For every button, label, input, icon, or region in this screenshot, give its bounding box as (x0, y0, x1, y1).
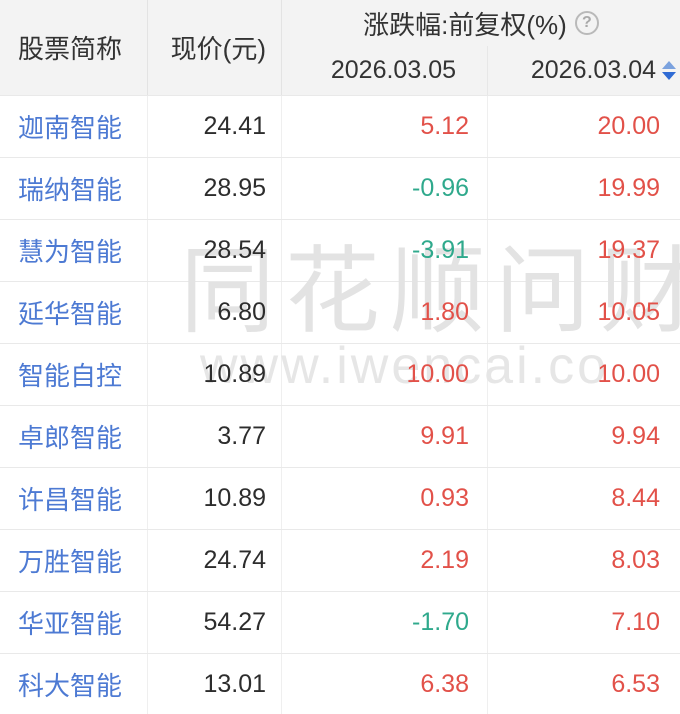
change-0305-cell: 10.00 (282, 344, 488, 405)
col-header-date-0305[interactable]: 2026.03.05 (282, 46, 488, 95)
table-row: 卓郎智能 3.77 9.91 9.94 (0, 405, 680, 467)
sort-asc-arrow-icon (662, 61, 676, 69)
change-0304-cell: 10.00 (597, 360, 660, 388)
price-cell: 24.74 (148, 530, 282, 591)
stock-name-cell[interactable]: 慧为智能 (0, 220, 148, 281)
col-header-change-group-label: 涨跌幅:前复权(%) (363, 9, 567, 40)
col-header-stock-name[interactable]: 股票简称 (0, 0, 148, 95)
table-row: 科大智能 13.01 6.38 6.53 (0, 653, 680, 714)
stock-name-cell[interactable]: 迦南智能 (0, 96, 148, 157)
col-header-date-0305-label: 2026.03.05 (330, 56, 456, 84)
stock-name-cell[interactable]: 卓郎智能 (0, 406, 148, 467)
change-0305-cell: 2.19 (282, 530, 488, 591)
table-row: 智能自控 10.89 10.00 10.00 (0, 343, 680, 405)
change-0304-cell: 9.94 (611, 422, 660, 450)
table-row: 华亚智能 54.27 -1.70 7.10 (0, 591, 680, 653)
change-0305-cell: 5.12 (282, 96, 488, 157)
sort-icon[interactable] (662, 61, 676, 80)
change-0305-cell: -3.91 (282, 220, 488, 281)
col-header-change-group: 涨跌幅:前复权(%) ? (282, 0, 680, 46)
sort-desc-arrow-icon (662, 72, 676, 80)
change-0305-cell: -1.70 (282, 592, 488, 653)
change-0304-cell: 19.37 (597, 236, 660, 264)
price-cell: 13.01 (148, 654, 282, 714)
change-0305-cell: 9.91 (282, 406, 488, 467)
price-cell: 10.89 (148, 468, 282, 529)
price-cell: 54.27 (148, 592, 282, 653)
table-row: 万胜智能 24.74 2.19 8.03 (0, 529, 680, 591)
stock-name-cell[interactable]: 瑞纳智能 (0, 158, 148, 219)
price-cell: 10.89 (148, 344, 282, 405)
price-cell: 24.41 (148, 96, 282, 157)
change-0304-cell: 19.99 (597, 174, 660, 202)
table-row: 许昌智能 10.89 0.93 8.44 (0, 467, 680, 529)
col-header-stock-name-label: 股票简称 (18, 34, 123, 64)
change-0305-cell: 1.80 (282, 282, 488, 343)
col-header-date-0304-label: 2026.03.04 (530, 56, 656, 84)
stock-name-cell[interactable]: 万胜智能 (0, 530, 148, 591)
table-row: 慧为智能 28.54 -3.91 19.37 (0, 219, 680, 281)
change-0304-cell: 8.03 (611, 546, 660, 574)
stock-name-cell[interactable]: 华亚智能 (0, 592, 148, 653)
change-0304-cell: 6.53 (611, 670, 660, 698)
table-row: 迦南智能 24.41 5.12 20.00 (0, 95, 680, 157)
change-0304-cell: 8.44 (611, 484, 660, 512)
change-0305-cell: 0.93 (282, 468, 488, 529)
change-0305-cell: -0.96 (282, 158, 488, 219)
table-header: 股票简称 现价(元) 涨跌幅:前复权(%) ? 2026.03.05 2026.… (0, 0, 680, 95)
col-header-current-price-label: 现价(元) (170, 34, 266, 64)
table-row: 瑞纳智能 28.95 -0.96 19.99 (0, 157, 680, 219)
help-icon[interactable]: ? (574, 11, 599, 35)
change-0305-cell: 6.38 (282, 654, 488, 714)
change-0304-cell: 7.10 (611, 608, 660, 636)
price-cell: 6.80 (148, 282, 282, 343)
table-row: 延华智能 6.80 1.80 10.05 (0, 281, 680, 343)
col-header-date-0304[interactable]: 2026.03.04 (488, 46, 680, 95)
change-0304-cell: 10.05 (597, 298, 660, 326)
stock-name-cell[interactable]: 科大智能 (0, 654, 148, 714)
stock-name-cell[interactable]: 智能自控 (0, 344, 148, 405)
change-0304-cell: 20.00 (597, 112, 660, 140)
price-cell: 3.77 (148, 406, 282, 467)
col-header-current-price[interactable]: 现价(元) (148, 0, 282, 95)
stock-name-cell[interactable]: 许昌智能 (0, 468, 148, 529)
stock-name-cell[interactable]: 延华智能 (0, 282, 148, 343)
price-cell: 28.54 (148, 220, 282, 281)
price-cell: 28.95 (148, 158, 282, 219)
